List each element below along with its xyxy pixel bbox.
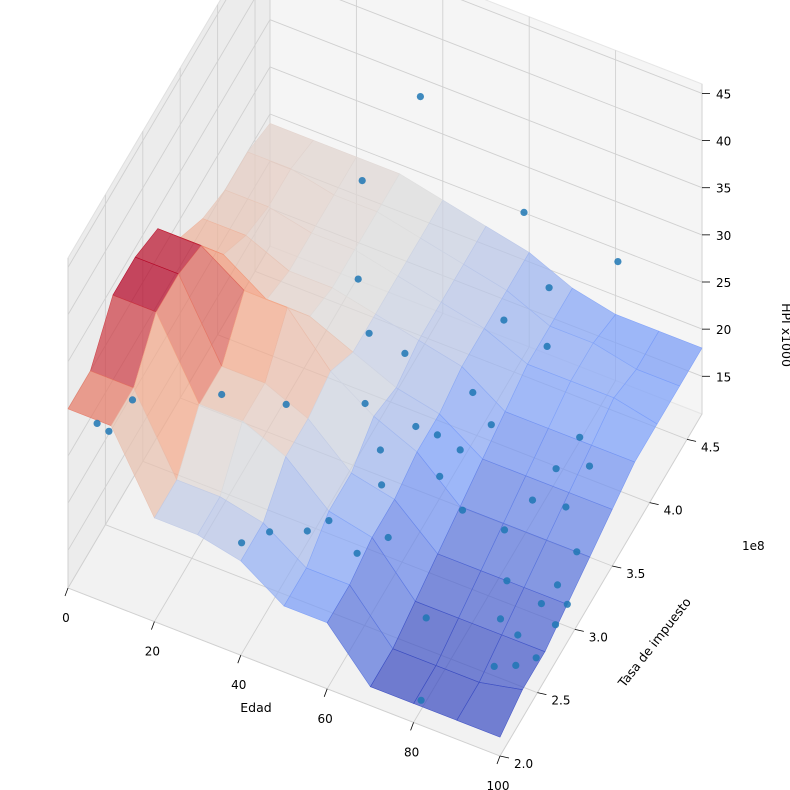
y-axis-label: Tasa de impuesto — [614, 595, 694, 691]
scatter-point — [401, 349, 409, 357]
scatter-point — [282, 400, 290, 408]
y-axis-offset-label: 1e8 — [742, 539, 765, 553]
y-tick-mark — [574, 628, 584, 632]
scatter-points — [93, 93, 622, 704]
y-tick-label: 3.5 — [626, 567, 645, 581]
scatter-point — [218, 390, 226, 399]
x-tick-label: 40 — [231, 678, 246, 692]
y-tick-label: 4.5 — [701, 440, 720, 454]
scatter-point — [562, 503, 570, 511]
scatter-point — [365, 329, 373, 337]
z-tick-label: 20 — [716, 323, 731, 337]
scatter-point — [417, 696, 425, 704]
scatter-point — [500, 526, 509, 534]
y-tick-label: 2.0 — [514, 757, 533, 771]
scatter-point — [266, 528, 274, 536]
z-axis-label: HPI x1000 — [779, 303, 790, 367]
scatter-point — [238, 539, 246, 547]
scatter-point — [528, 496, 537, 504]
scatter-point — [303, 527, 311, 535]
x-tick-label: 80 — [404, 745, 419, 759]
z-gridline — [67, 19, 703, 362]
scatter-point — [456, 446, 464, 454]
y-tick-mark — [537, 692, 547, 696]
scatter-point — [496, 615, 505, 623]
x-tick-label: 20 — [145, 645, 160, 659]
scatter-point — [93, 419, 101, 427]
scatter-point — [361, 399, 369, 408]
x-tick-mark — [237, 655, 242, 664]
scatter-point — [358, 177, 366, 185]
x-gridline — [499, 84, 703, 757]
z-tick-label: 15 — [716, 370, 731, 384]
y-tick-mark — [686, 438, 697, 442]
scatter-point — [503, 577, 511, 585]
scatter-point — [512, 661, 520, 670]
scatter-point — [585, 462, 594, 470]
x-tick-mark — [323, 688, 328, 697]
axis-ticks: 0 20 40 60 80 100 2.0 2.5 3.0 3.5 4.0 4.5 15 20 25 30 35… — [62, 87, 731, 790]
z-tick-label: 30 — [716, 229, 731, 243]
x-tick-mark — [496, 755, 501, 765]
scatter-point — [573, 548, 581, 556]
scatter-point — [105, 427, 113, 435]
x-tick-mark — [64, 587, 69, 597]
scatter-point — [422, 614, 430, 622]
scatter-point — [128, 396, 137, 404]
scatter-point — [416, 93, 424, 101]
scatter-point — [614, 258, 622, 266]
x-tick-mark — [151, 621, 155, 630]
x-tick-mark — [410, 722, 414, 731]
scatter-point — [576, 433, 584, 441]
scatter-point — [376, 446, 384, 454]
scatter-point — [490, 662, 498, 671]
z-tick-label: 25 — [716, 276, 731, 290]
scatter-point — [551, 621, 560, 629]
scatter-point — [412, 422, 420, 431]
scatter-point — [537, 600, 546, 608]
x-tick-label: 0 — [62, 611, 70, 625]
y-tick-mark — [649, 502, 659, 506]
surface — [67, 123, 703, 738]
scatter-point — [469, 388, 477, 397]
surface-patch — [456, 681, 523, 738]
scatter-point — [545, 284, 553, 292]
scatter-point — [487, 421, 495, 429]
z-gridline — [67, 0, 703, 315]
y-tick-label: 2.5 — [551, 694, 570, 708]
scatter-point — [458, 506, 467, 514]
x-tick-label: 60 — [318, 712, 333, 726]
scatter-point — [552, 465, 560, 473]
scatter-point — [532, 654, 540, 662]
scatter-point — [325, 517, 333, 525]
scatter-point — [384, 533, 392, 542]
scatter-point — [433, 431, 441, 439]
scatter-point — [354, 275, 362, 283]
scatter-point — [500, 316, 508, 324]
z-tick-label: 45 — [716, 87, 731, 101]
scatter-point — [436, 472, 444, 480]
scatter-point — [378, 481, 386, 489]
scatter-point — [514, 631, 522, 639]
y-tick-mark — [612, 565, 622, 569]
y-tick-label: 3.0 — [589, 630, 608, 644]
scatter-point — [563, 600, 571, 608]
y-tick-mark — [499, 755, 510, 759]
z-tick-label: 40 — [716, 135, 731, 149]
z-gridline — [67, 0, 703, 268]
y-tick-label: 4.0 — [664, 504, 683, 518]
x-tick-label: 100 — [487, 779, 510, 790]
scatter-point — [353, 549, 361, 557]
scatter-point — [520, 208, 528, 216]
z-tick-label: 35 — [716, 182, 731, 196]
scatter-point — [543, 342, 551, 350]
x-axis-label: Edad — [240, 700, 271, 715]
scatter-point — [553, 581, 562, 589]
